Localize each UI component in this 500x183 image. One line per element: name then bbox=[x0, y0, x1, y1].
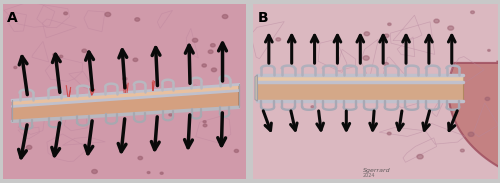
Polygon shape bbox=[258, 75, 463, 82]
Circle shape bbox=[135, 18, 140, 21]
Circle shape bbox=[304, 92, 310, 96]
Circle shape bbox=[160, 172, 163, 174]
Circle shape bbox=[434, 19, 439, 23]
Polygon shape bbox=[258, 82, 463, 101]
Text: B: B bbox=[258, 11, 268, 25]
Circle shape bbox=[30, 112, 33, 115]
Circle shape bbox=[468, 132, 474, 136]
Circle shape bbox=[53, 54, 56, 56]
Circle shape bbox=[485, 97, 490, 100]
Circle shape bbox=[203, 124, 207, 127]
Circle shape bbox=[14, 66, 17, 69]
Circle shape bbox=[276, 38, 280, 41]
Circle shape bbox=[169, 113, 172, 116]
Circle shape bbox=[388, 132, 391, 135]
Circle shape bbox=[212, 68, 216, 72]
Text: A: A bbox=[8, 11, 18, 25]
Circle shape bbox=[147, 171, 150, 173]
Circle shape bbox=[384, 34, 389, 38]
Circle shape bbox=[408, 76, 414, 80]
Circle shape bbox=[488, 49, 490, 51]
Circle shape bbox=[202, 64, 206, 67]
Polygon shape bbox=[255, 75, 258, 101]
Circle shape bbox=[64, 12, 68, 15]
Circle shape bbox=[82, 49, 86, 53]
Polygon shape bbox=[12, 85, 238, 107]
Circle shape bbox=[192, 38, 198, 42]
Circle shape bbox=[92, 169, 98, 173]
Circle shape bbox=[105, 12, 110, 16]
Circle shape bbox=[448, 26, 454, 30]
Circle shape bbox=[364, 32, 370, 36]
Circle shape bbox=[138, 156, 142, 160]
Circle shape bbox=[417, 154, 423, 159]
Circle shape bbox=[363, 56, 369, 60]
Circle shape bbox=[311, 106, 314, 108]
Circle shape bbox=[26, 145, 32, 149]
Circle shape bbox=[460, 149, 464, 152]
Text: 2024: 2024 bbox=[363, 173, 375, 178]
Polygon shape bbox=[448, 62, 500, 183]
Circle shape bbox=[60, 55, 63, 58]
Circle shape bbox=[234, 150, 238, 152]
Circle shape bbox=[388, 23, 391, 25]
Circle shape bbox=[423, 77, 426, 79]
Circle shape bbox=[210, 44, 215, 47]
Circle shape bbox=[133, 58, 138, 61]
Circle shape bbox=[203, 121, 206, 123]
Circle shape bbox=[384, 63, 388, 66]
Circle shape bbox=[208, 50, 213, 53]
Text: Sgerrard: Sgerrard bbox=[363, 168, 390, 173]
Polygon shape bbox=[12, 91, 238, 121]
Circle shape bbox=[470, 11, 474, 14]
Circle shape bbox=[123, 77, 127, 80]
Circle shape bbox=[222, 14, 228, 18]
Circle shape bbox=[324, 98, 328, 100]
